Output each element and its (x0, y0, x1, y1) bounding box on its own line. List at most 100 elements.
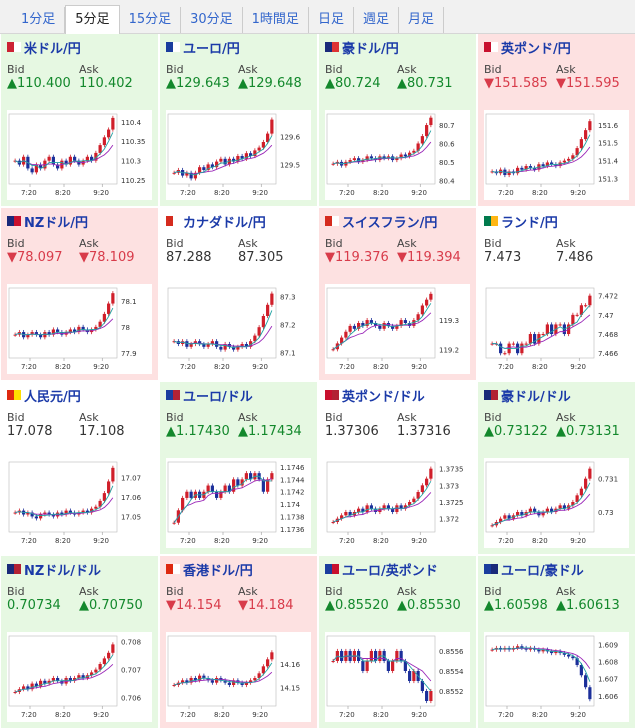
candle (193, 172, 197, 179)
rate-card[interactable]: NZドル/円 Bid Ask ▼78.097 ▼78.109 78.1 78 77.9 7:20… (1, 208, 158, 380)
pair-name[interactable]: ユーロ/円 (183, 41, 240, 57)
rate-card[interactable]: ユーロ/豪ドル Bid Ask ▲1.60598 ▲1.60613 1.609 1.608 1… (478, 556, 635, 728)
candle (189, 172, 193, 179)
pair-name[interactable]: 米ドル/円 (24, 41, 81, 57)
rate-card[interactable]: 米ドル/円 Bid Ask ▲110.400 110.402 110.4 110.35 110… (1, 34, 158, 206)
pair-name[interactable]: NZドル/円 (24, 215, 89, 231)
mini-chart[interactable]: 7.472 7.47 7.468 7.466 7:20 8:20 9:20 (484, 284, 629, 374)
pair-name[interactable]: ユーロ/ドル (183, 389, 253, 405)
candle (562, 653, 566, 655)
mini-chart[interactable]: 151.6 151.5 151.4 151.3 7:20 8:20 9:20 (484, 110, 629, 200)
tab-4[interactable]: 30分足 (181, 7, 243, 33)
tab-7[interactable]: 週足 (354, 7, 399, 33)
pair-title[interactable]: カナダドル/円 (166, 212, 312, 231)
candle (185, 172, 189, 176)
mini-chart[interactable]: 0.708 0.707 0.706 7:20 8:20 9:20 (7, 632, 152, 722)
candle (558, 505, 562, 509)
rate-card[interactable]: 人民元/円 Bid Ask 17.078 17.108 17.07 17.06 17.05 7:… (1, 382, 158, 554)
y-tick-label: 110.3 (121, 158, 141, 166)
rate-card[interactable]: 英ポンド/円 Bid Ask ▼151.585 ▼151.595 151.6 151.5 15… (478, 34, 635, 206)
pair-name[interactable]: 香港ドル/円 (183, 563, 253, 579)
pair-name[interactable]: 英ポンド/円 (501, 41, 571, 57)
pair-name[interactable]: 豪ドル/ドル (501, 389, 571, 405)
candle (528, 508, 532, 512)
candle (257, 673, 261, 678)
pair-name[interactable]: ユーロ/英ポンド (342, 563, 438, 579)
candle (26, 512, 30, 515)
tab-2[interactable]: 5分足 (65, 5, 120, 34)
mini-chart[interactable]: 14.16 14.15 7:20 8:20 9:20 (166, 632, 311, 722)
mini-chart[interactable]: 0.731 0.73 7:20 8:20 9:20 (484, 458, 629, 548)
mini-chart[interactable]: 0.8556 0.8554 0.8552 7:20 8:20 9:20 (325, 632, 470, 722)
candle (261, 666, 265, 674)
mini-chart[interactable]: 129.6 129.5 7:20 8:20 9:20 (166, 110, 311, 200)
pair-name[interactable]: ユーロ/豪ドル (501, 563, 584, 579)
rate-card[interactable]: ユーロ/英ポンド Bid Ask ▲0.85520 ▲0.85530 0.8556 0.85… (319, 556, 476, 728)
tab-1[interactable]: 1分足 (12, 7, 66, 33)
candle (98, 664, 102, 670)
candle (331, 661, 335, 662)
rate-card[interactable]: 豪ドル/円 Bid Ask ▲80.724 ▲80.731 80.7 80.6 80.5 80.… (319, 34, 476, 206)
mini-chart[interactable]: 80.7 80.6 80.5 80.4 7:20 8:20 9:20 (325, 110, 470, 200)
tab-6[interactable]: 日足 (309, 7, 354, 33)
candle (261, 479, 265, 492)
mini-chart[interactable]: 78.1 78 77.9 7:20 8:20 9:20 (7, 284, 152, 374)
candle (68, 678, 72, 681)
pair-title[interactable]: ランド/円 (484, 212, 630, 231)
pair-name[interactable]: スイスフラン/円 (342, 215, 438, 231)
pair-title[interactable]: ユーロ/ドル (166, 386, 312, 405)
pair-title[interactable]: NZドル/ドル (7, 560, 153, 579)
pair-title[interactable]: 英ポンド/円 (484, 38, 630, 57)
rate-card[interactable]: 香港ドル/円 Bid Ask ▼14.154 ▼14.184 14.16 14.15 7:20… (160, 556, 317, 728)
price-labels: Bid Ask (7, 411, 153, 424)
pair-title[interactable]: 人民元/円 (7, 386, 153, 405)
pair-title[interactable]: 香港ドル/円 (166, 560, 312, 579)
rate-card[interactable]: ランド/円 Bid Ask 7.473 7.486 7.472 7.47 7.468 7.466… (478, 208, 635, 380)
pair-title[interactable]: スイスフラン/円 (325, 212, 471, 231)
pair-title[interactable]: ユーロ/円 (166, 38, 312, 57)
moving-average-line (15, 485, 114, 516)
tab-3[interactable]: 15分足 (120, 7, 182, 33)
rate-card[interactable]: カナダドル/円 Bid Ask 87.288 87.305 87.3 87.2 87.1 7:2… (160, 208, 317, 380)
rate-card[interactable]: ユーロ/ドル Bid Ask ▲1.17430 ▲1.17434 1.1746 1.1744… (160, 382, 317, 554)
bid-label: Bid (325, 585, 343, 598)
candle (219, 491, 223, 498)
mini-chart[interactable]: 1.1746 1.1744 1.1742 1.174 1.1738 1.1736 7:20 8… (166, 458, 311, 548)
chart-svg: 14.16 14.15 7:20 8:20 9:20 (167, 635, 301, 719)
mini-chart[interactable]: 119.3 119.2 7:20 8:20 9:20 (325, 284, 470, 374)
rate-card[interactable]: スイスフラン/円 Bid Ask ▼119.376 ▼119.394 119.3 119.2… (319, 208, 476, 380)
mini-chart[interactable]: 1.3735 1.373 1.3725 1.372 7:20 8:20 9:20 (325, 458, 470, 548)
mini-chart[interactable]: 110.4 110.35 110.3 110.25 7:20 8:20 9:20 (7, 110, 152, 200)
pair-title[interactable]: 米ドル/円 (7, 38, 153, 57)
mini-chart[interactable]: 87.3 87.2 87.1 7:20 8:20 9:20 (166, 284, 311, 374)
candle (102, 313, 106, 322)
rate-card[interactable]: ユーロ/円 Bid Ask ▲129.643 ▲129.648 129.6 129.5 7:2… (160, 34, 317, 206)
pair-title[interactable]: ユーロ/英ポンド (325, 560, 471, 579)
pair-title[interactable]: 豪ドル/ドル (484, 386, 630, 405)
pair-name[interactable]: NZドル/ドル (24, 563, 102, 579)
rate-card[interactable]: 豪ドル/ドル Bid Ask ▲0.73122 ▲0.73131 0.731 0.73 7:2… (478, 382, 635, 554)
mini-chart[interactable]: 17.07 17.06 17.05 7:20 8:20 9:20 (7, 458, 152, 548)
candle (490, 525, 494, 527)
pair-name[interactable]: 豪ドル/円 (342, 41, 399, 57)
rate-card[interactable]: NZドル/ドル Bid Ask 0.70734 ▲0.70750 0.708 0.707 0.… (1, 556, 158, 728)
tab-5[interactable]: 1時間足 (243, 7, 309, 33)
pair-name[interactable]: 人民元/円 (24, 389, 81, 405)
pair-name[interactable]: カナダドル/円 (183, 215, 266, 231)
pair-title[interactable]: ユーロ/豪ドル (484, 560, 630, 579)
candle (412, 671, 416, 681)
candle (524, 343, 528, 345)
pair-title[interactable]: 豪ドル/円 (325, 38, 471, 57)
chart-svg: 0.731 0.73 7:20 8:20 9:20 (485, 461, 618, 545)
pair-name[interactable]: 英ポンド/ドル (342, 389, 425, 405)
tab-8[interactable]: 月足 (399, 7, 444, 33)
bid-value: 7.473 (484, 250, 522, 265)
rate-card[interactable]: 英ポンド/ドル Bid Ask 1.37306 1.37316 1.3735 1.373 1.… (319, 382, 476, 554)
mini-chart[interactable]: 1.609 1.608 1.607 1.606 7:20 8:20 9:20 (484, 632, 629, 722)
pair-title[interactable]: 英ポンド/ドル (325, 386, 471, 405)
candle (357, 508, 361, 512)
candle (541, 334, 545, 336)
pair-name[interactable]: ランド/円 (501, 215, 558, 231)
y-tick-label: 151.6 (598, 122, 619, 130)
pair-title[interactable]: NZドル/円 (7, 212, 153, 231)
